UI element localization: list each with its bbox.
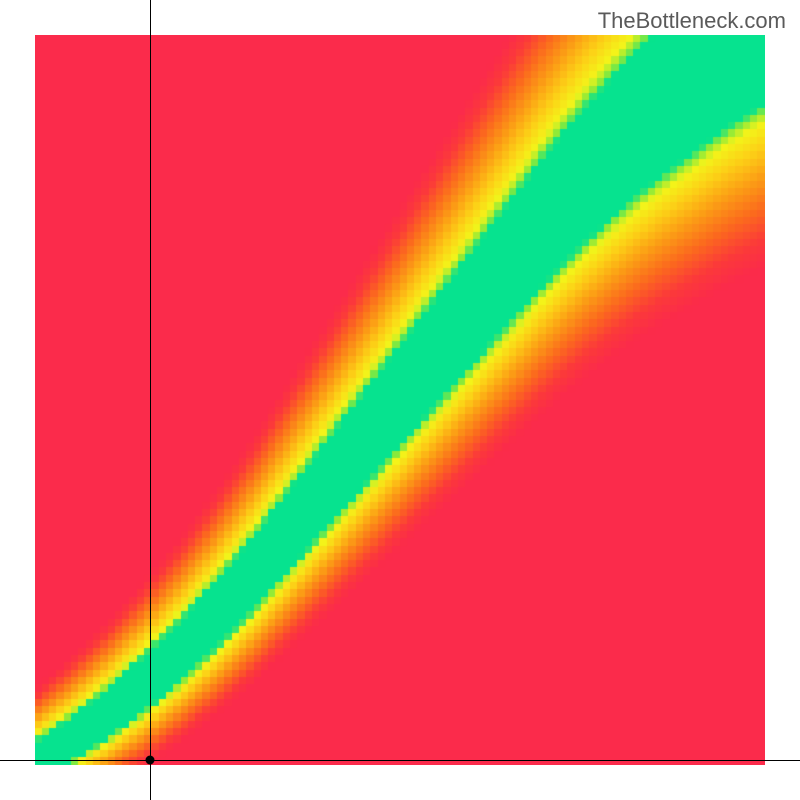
chart-container: TheBottleneck.com [0,0,800,800]
watermark-text: TheBottleneck.com [598,8,786,34]
crosshair-marker [146,756,155,765]
crosshair-vertical [150,0,151,800]
bottleneck-heatmap [35,35,765,765]
crosshair-horizontal [0,760,800,761]
